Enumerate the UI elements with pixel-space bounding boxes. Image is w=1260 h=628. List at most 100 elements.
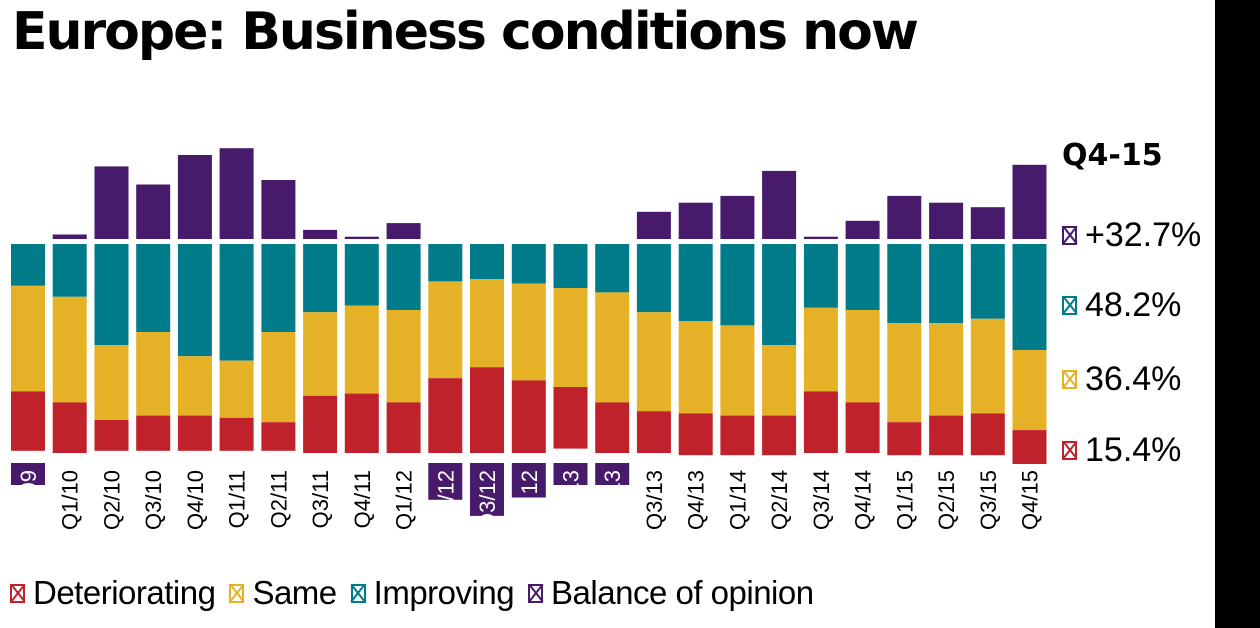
bar-same	[803, 307, 838, 392]
x-tick-label: Q2/11	[266, 470, 291, 528]
x-tick-label: Q1/10	[58, 470, 83, 530]
balance-legend-icon	[528, 583, 544, 603]
bar-deteriorating	[595, 402, 630, 453]
bar-balance-negative	[470, 463, 504, 516]
bar-same	[177, 356, 212, 416]
x-tick-label: Q3/13	[642, 470, 667, 530]
current-balance-value: +32.7%	[1085, 215, 1202, 254]
legend-item-improving: Improving	[350, 574, 515, 612]
x-tick-label: Q1/15	[892, 470, 917, 530]
legend-label-deteriorating: Deteriorating	[33, 574, 216, 611]
bar-improving	[762, 244, 797, 346]
bar-balance	[845, 220, 880, 239]
legend-item-deteriorating: Deteriorating	[10, 574, 216, 612]
legend-item-balance: Balance of opinion	[528, 574, 814, 612]
bar-deteriorating	[219, 417, 254, 451]
x-tick-label: Q3/14	[809, 470, 834, 530]
bar-deteriorating	[303, 395, 338, 453]
bar-improving	[177, 244, 212, 357]
bar-deteriorating	[11, 391, 45, 451]
bar-deteriorating	[344, 393, 379, 453]
bar-balance-negative	[511, 463, 546, 498]
current-same-row: 36.4%	[1062, 360, 1181, 398]
bar-same	[303, 312, 338, 396]
bar-improving	[386, 244, 421, 310]
bar-improving	[94, 244, 129, 346]
x-tick-label: Q3/11	[308, 470, 333, 528]
bar-balance	[1012, 164, 1047, 239]
bar-same	[261, 332, 296, 423]
bar-deteriorating	[52, 402, 87, 453]
bar-deteriorating	[929, 415, 964, 456]
bar-same	[845, 310, 880, 403]
bar-same	[136, 332, 171, 416]
bar-balance	[303, 229, 338, 239]
bar-deteriorating	[720, 415, 755, 456]
x-tick-label: Q4/13	[684, 470, 709, 530]
bar-balance	[929, 202, 964, 239]
bar-balance	[177, 155, 212, 239]
bar-deteriorating	[678, 413, 713, 456]
bar-same	[720, 325, 755, 416]
x-tick-label: Q3/12	[475, 470, 500, 530]
improving-swatch-icon	[1062, 295, 1077, 315]
balance-swatch-icon	[1062, 225, 1077, 245]
bar-balance	[219, 148, 254, 239]
bar-improving	[428, 244, 463, 282]
bar-same	[929, 323, 964, 416]
current-improving-value: 48.2%	[1085, 285, 1182, 324]
bar-improving	[929, 244, 964, 324]
legend-label-improving: Improving	[373, 574, 515, 611]
bar-same	[428, 281, 463, 379]
same-legend-icon	[229, 583, 245, 603]
bar-same	[470, 279, 504, 368]
legend: Deteriorating Same Improving Balance of …	[10, 574, 828, 612]
x-tick-label: Q2/15	[934, 470, 959, 530]
bar-same	[344, 305, 379, 394]
current-same-value: 36.4%	[1085, 359, 1182, 398]
x-tick-label: Q2/13	[600, 470, 625, 530]
stacked-bar-chart: Q4/09 Q1/10 Q2/10 Q3/10 Q4/10 Q1/11 Q2/11 Q3/11…	[11, 148, 1047, 530]
bar-improving	[219, 244, 254, 361]
bar-improving	[303, 244, 338, 313]
bar-improving	[887, 244, 922, 324]
bar-balance	[386, 223, 421, 239]
bar-balance-negative	[11, 463, 45, 485]
bar-improving	[511, 244, 546, 284]
bar-improving	[136, 244, 171, 332]
bar-deteriorating	[845, 402, 880, 453]
bar-deteriorating	[887, 422, 922, 456]
x-tick-label: Q2/10	[100, 470, 125, 530]
bar-balance	[344, 236, 379, 239]
x-tick-label: Q3/10	[141, 470, 166, 530]
legend-label-same: Same	[252, 574, 337, 611]
bar-deteriorating	[553, 387, 588, 449]
bar-balance	[720, 195, 755, 239]
legend-item-same: Same	[229, 574, 337, 612]
current-deteriorating-row: 15.4%	[1062, 431, 1181, 469]
bar-deteriorating	[94, 420, 129, 451]
x-tick-label: Q4/09	[16, 470, 41, 530]
same-swatch-icon	[1062, 369, 1077, 389]
bar-balance	[678, 202, 713, 239]
bar-same	[970, 318, 1005, 414]
x-tick-label: Q2/14	[767, 470, 792, 530]
x-tick-label: Q1/12	[392, 470, 417, 530]
current-values-panel: Q4-15 +32.7% 48.2% 36.4% 15.4%	[1062, 138, 1212, 478]
bar-deteriorating	[970, 413, 1005, 456]
bar-improving	[803, 244, 838, 308]
deteriorating-swatch-icon	[1062, 440, 1077, 460]
bar-improving	[11, 244, 45, 286]
bar-balance-negative	[428, 463, 463, 500]
bar-same	[219, 360, 254, 418]
bar-balance	[136, 184, 171, 239]
bar-same	[94, 345, 129, 420]
bar-deteriorating	[511, 380, 546, 453]
bar-deteriorating	[803, 391, 838, 453]
bar-improving	[720, 244, 755, 326]
legend-label-balance: Balance of opinion	[551, 574, 814, 611]
bar-improving	[970, 244, 1005, 319]
bar-improving	[636, 244, 671, 313]
bar-improving	[678, 244, 713, 321]
bar-deteriorating	[428, 378, 463, 453]
